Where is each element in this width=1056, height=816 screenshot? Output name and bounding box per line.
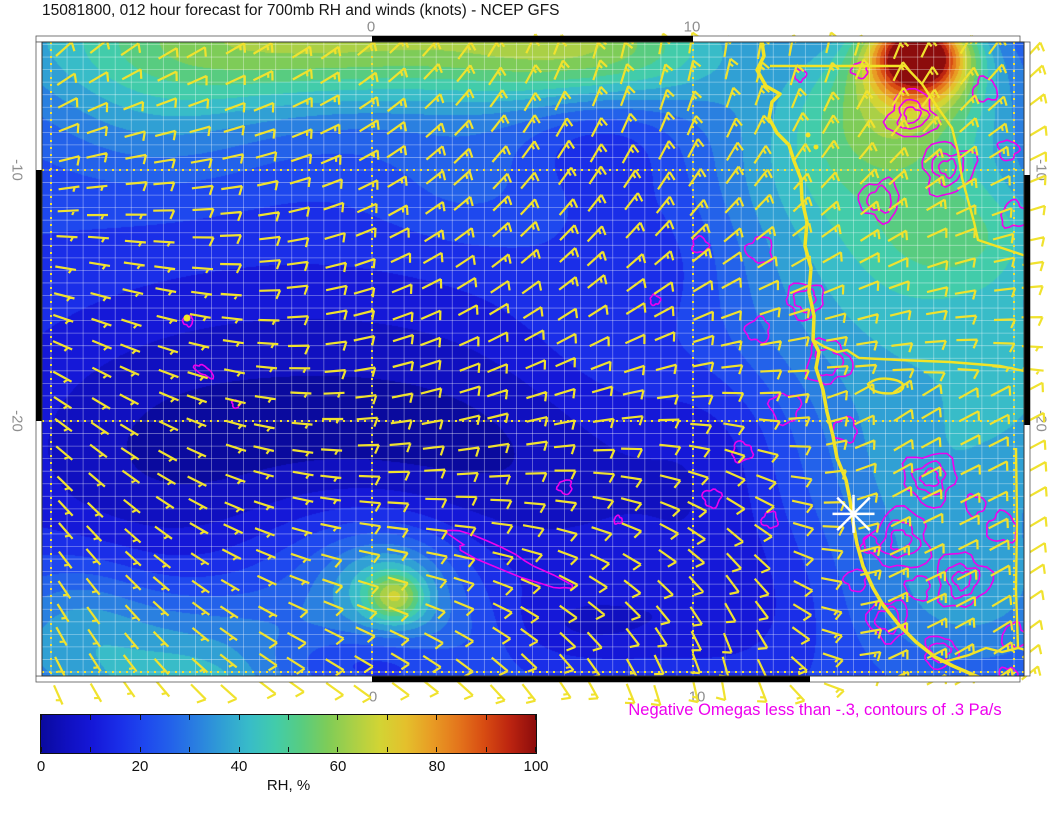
frame-black-right [1024, 175, 1030, 425]
colorbar-tick-label: 40 [230, 758, 248, 775]
colorbar-minor-tick [386, 715, 388, 720]
colorbar-minor-tick [139, 715, 141, 720]
top-axis-tick-0: 0 [366, 18, 376, 36]
colorbar-label: RH, % [266, 777, 311, 794]
colorbar-minor-tick [288, 715, 289, 720]
colorbar-tick-label: 100 [523, 758, 549, 775]
colorbar-minor-tick [436, 747, 438, 752]
omega-caption: Negative Omegas less than -.3, contours … [628, 701, 1002, 719]
colorbar-tick-label: 20 [131, 758, 149, 775]
small-lake-dot [183, 314, 191, 322]
colorbar-minor-tick [41, 747, 42, 752]
colorbar-minor-tick [90, 715, 92, 720]
colorbar-minor-tick [90, 747, 92, 752]
colorbar: 0 20 40 60 80 100 RH, % [36, 714, 549, 796]
colorbar-tick-label: 0 [36, 758, 46, 775]
colorbar-tick-label: 80 [428, 758, 446, 775]
bottom-axis-tick-0: 0 [368, 688, 378, 706]
coastline-and-borders [183, 42, 1024, 676]
colorbar-minor-tick [386, 747, 388, 752]
etosha-pan-outline [866, 377, 905, 395]
map-frame [35, 35, 1031, 683]
plot-title: 15081800, 012 hour forecast for 700mb RH… [42, 2, 560, 19]
colorbar-minor-tick [485, 715, 487, 720]
location-marker-asterisk [832, 494, 875, 533]
wind-barbs [52, 31, 1048, 707]
orange-river [939, 646, 1024, 664]
frame-black-left [36, 170, 42, 421]
colorbar-minor-tick [189, 715, 191, 720]
colorbar-minor-tick [238, 715, 240, 720]
border-angola-namibia [812, 338, 1024, 373]
colorbar-minor-tick [436, 715, 438, 720]
colorbar-minor-tick [238, 747, 240, 752]
colorbar-minor-tick [535, 715, 536, 720]
frame-black-bottom [372, 676, 810, 682]
small-lake-dot [813, 144, 819, 150]
colorbar-minor-tick [535, 747, 536, 752]
coastline [755, 42, 982, 676]
colorbar-minor-tick [189, 747, 191, 752]
top-axis-tick-10: 10 [683, 18, 701, 36]
colorbar-minor-tick [337, 715, 339, 720]
border-20e [1014, 447, 1020, 649]
colorbar-tick-label: 60 [329, 758, 347, 775]
colorbar-minor-tick [41, 715, 42, 720]
colorbar-minor-tick [337, 747, 339, 752]
colorbar-minor-tick [139, 747, 141, 752]
small-lake-dot [805, 132, 811, 138]
colorbar-minor-tick [485, 747, 487, 752]
colorbar-minor-tick [288, 747, 289, 752]
frame-black-top [372, 36, 693, 42]
